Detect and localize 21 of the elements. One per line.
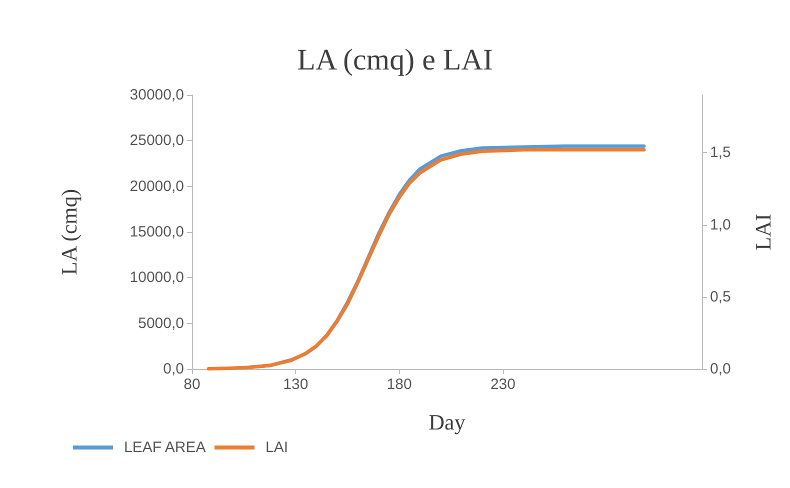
y-tick-label: 0,0 (163, 360, 184, 378)
x-tick-label: 230 (490, 376, 516, 393)
y-tick-label: 15000,0 (130, 224, 184, 240)
y-tick-label: 30000,0 (130, 86, 184, 104)
y2-tick-label: 0,5 (710, 288, 731, 306)
y2-tick-label: 1,0 (710, 216, 731, 234)
legend-label: LEAF AREA (124, 439, 206, 456)
x-tick-label: 80 (184, 376, 200, 393)
chart-title: LA (cmq) e LAI (297, 44, 493, 76)
y2-axis-title: LAI (750, 214, 776, 250)
legend-label: LAI (266, 439, 288, 456)
x-tick-label: 130 (283, 376, 308, 393)
y-tick-label: 10000,0 (130, 269, 184, 286)
y-tick-label: 5000,0 (138, 314, 184, 332)
y-tick-label: 20000,0 (130, 178, 184, 195)
x-tick-label: 180 (386, 376, 412, 393)
y2-tick-label: 1,5 (710, 144, 731, 162)
y2-tick-label: 0,0 (710, 360, 731, 378)
y-tick-label: 25000,0 (130, 132, 184, 150)
x-axis-title: Day (428, 410, 466, 434)
y-axis-title: LA (cmq) (56, 188, 82, 276)
